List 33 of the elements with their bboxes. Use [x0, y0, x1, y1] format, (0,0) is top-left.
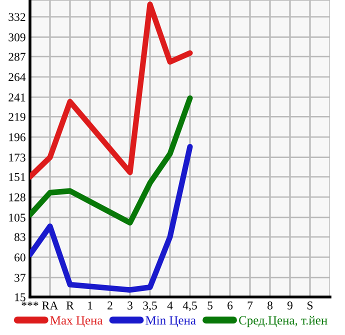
y-tick-label: 173 [9, 154, 26, 162]
x-tick-label: S [308, 302, 313, 310]
y-tick-label: 15 [15, 293, 26, 302]
legend-label: Max Цена [50, 316, 103, 328]
y-tick-label: 151 [9, 173, 26, 181]
x-tick-label: 7 [248, 302, 253, 310]
y-tick-label: 287 [8, 52, 26, 61]
x-tick-label: 5 [208, 302, 212, 310]
x-tick-label: RA [42, 302, 58, 310]
y-tick-label: 332 [8, 13, 26, 22]
legend-label: Сред.Цена, т.йен [239, 316, 328, 328]
x-tick-label: 4 [167, 302, 173, 310]
x-tick-label: 9 [287, 302, 292, 310]
y-tick-label: 105 [9, 214, 26, 222]
y-tick-label: 264 [8, 73, 26, 82]
x-tick-label: 6 [228, 302, 233, 310]
y-tick-label: 309 [8, 33, 26, 42]
y-tick-label: 219 [8, 112, 26, 121]
x-tick-label: 2 [108, 302, 112, 310]
y-tick-label: 37 [14, 274, 26, 282]
y-tick-label: 83 [14, 233, 26, 242]
legend-label: Min Цена [146, 316, 196, 328]
x-tick-label: *** [22, 302, 38, 306]
x-tick-label: 1 [88, 302, 92, 310]
y-tick-label: 128 [9, 193, 26, 202]
x-tick-label: 3,5 [143, 302, 157, 312]
x-tick-label: R [66, 302, 74, 310]
x-tick-label: 4,5 [182, 302, 197, 312]
y-tick-label: 241 [8, 94, 26, 102]
y-tick-label: 196 [9, 133, 26, 142]
x-tick-label: 8 [268, 302, 272, 310]
y-tick-label: 60 [14, 253, 26, 262]
x-tick-label: 3 [128, 302, 132, 310]
